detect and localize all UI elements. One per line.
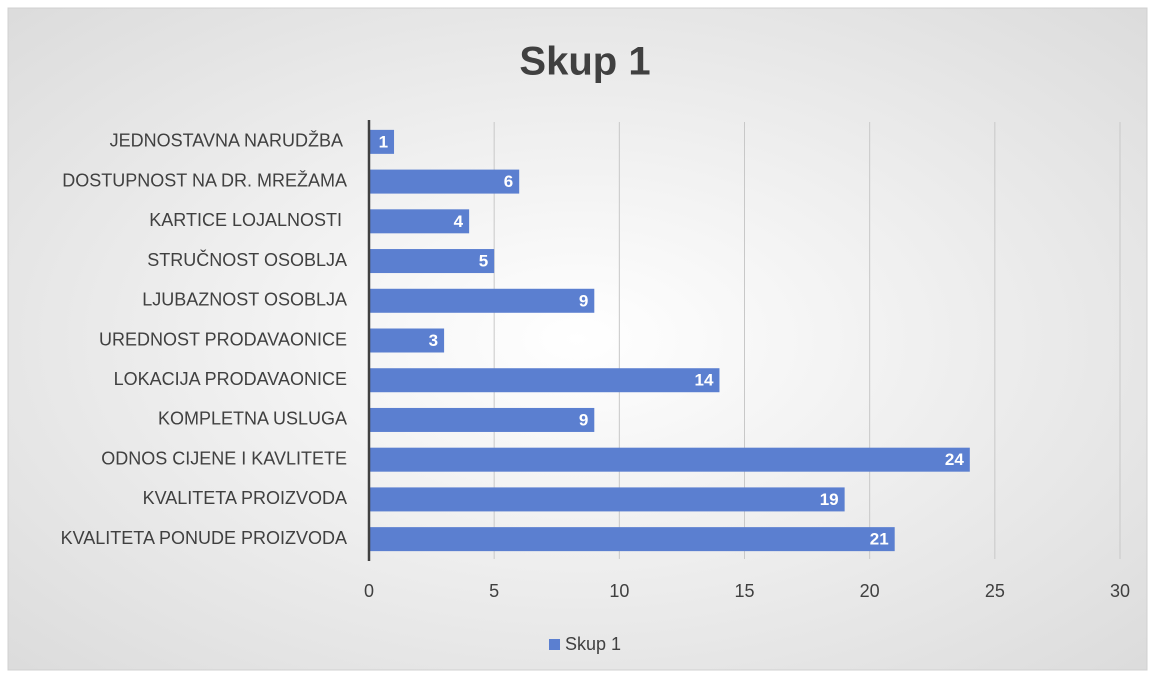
data-label: 5	[479, 252, 488, 271]
y-tick-label: JEDNOSTAVNA NARUDŽBA	[110, 131, 347, 151]
bar	[369, 209, 470, 234]
data-label: 9	[579, 410, 588, 429]
bar	[369, 288, 595, 313]
chart-title: Skup 1	[519, 40, 650, 84]
y-tick-label: DOSTUPNOST NA DR. MREŽAMA	[62, 170, 347, 190]
data-label: 21	[870, 530, 889, 549]
data-label: 14	[695, 371, 714, 390]
x-tick-label: 10	[609, 581, 629, 601]
data-label: 19	[820, 490, 839, 509]
data-label: 3	[429, 331, 438, 350]
chart-background	[7, 7, 1148, 671]
y-tick-label: ODNOS CIJENE I KAVLITETE	[101, 448, 347, 468]
data-label: 24	[945, 450, 964, 469]
x-tick-label: 5	[489, 581, 499, 601]
bar	[369, 368, 720, 393]
bar	[369, 447, 970, 472]
y-tick-label: KARTICE LOJALNOSTI	[149, 210, 347, 230]
y-tick-label: UREDNOST PRODAVAONICE	[99, 329, 347, 349]
x-tick-label: 25	[985, 581, 1005, 601]
data-label: 6	[504, 172, 513, 191]
y-tick-label: KVALITETA PROIZVODA	[143, 488, 347, 508]
data-label: 9	[579, 291, 588, 310]
bar	[369, 328, 445, 353]
bar	[369, 527, 895, 552]
legend-label: Skup 1	[565, 634, 621, 654]
x-tick-label: 30	[1110, 581, 1130, 601]
data-label: 4	[454, 212, 464, 231]
y-tick-label: STRUČNOST OSOBLJA	[147, 249, 347, 270]
x-tick-label: 20	[860, 581, 880, 601]
data-label: 1	[379, 132, 388, 151]
bar	[369, 129, 395, 154]
y-tick-label: KOMPLETNA USLUGA	[158, 409, 347, 429]
y-tick-label: KVALITETA PONUDE PROIZVODA	[61, 528, 347, 548]
bar	[369, 487, 845, 512]
bar	[369, 169, 520, 194]
legend-swatch	[549, 639, 560, 650]
bar	[369, 249, 495, 274]
bar	[369, 407, 595, 432]
y-tick-label: LOKACIJA PRODAVAONICE	[114, 369, 347, 389]
x-tick-label: 0	[364, 581, 374, 601]
x-tick-label: 15	[734, 581, 754, 601]
y-tick-label: LJUBAZNOST OSOBLJA	[142, 290, 347, 310]
